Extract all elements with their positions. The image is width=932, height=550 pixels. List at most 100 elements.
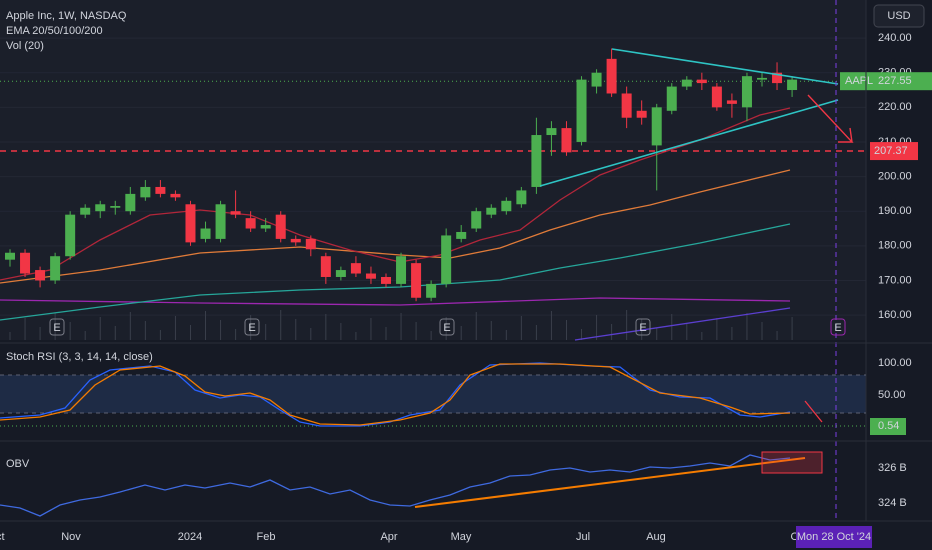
candle-body bbox=[245, 218, 256, 229]
y-tick-label: 240.00 bbox=[878, 32, 912, 44]
candle-body bbox=[260, 225, 271, 229]
ema-50 bbox=[0, 169, 791, 284]
earnings-label: E bbox=[53, 322, 60, 334]
x-tick-label: Feb bbox=[257, 531, 276, 543]
main-pane bbox=[0, 0, 866, 340]
x-tick-label: Jul bbox=[576, 531, 590, 543]
candle-body bbox=[215, 204, 226, 239]
candle-body bbox=[741, 76, 752, 108]
candle-body bbox=[365, 273, 376, 279]
indicator-legend: EMA 20/50/100/200 bbox=[6, 25, 103, 37]
y-tick-label: 200.00 bbox=[878, 170, 912, 182]
y-tick-label: 160.00 bbox=[878, 309, 912, 321]
currency-button[interactable] bbox=[873, 4, 925, 28]
candle-body bbox=[185, 204, 196, 243]
ema-200 bbox=[0, 297, 791, 306]
obv-line bbox=[0, 454, 791, 517]
ema-20 bbox=[0, 107, 791, 281]
candle-body bbox=[320, 256, 331, 277]
rsi-tick-label: 50.00 bbox=[878, 389, 906, 401]
y-tick-label: 220.00 bbox=[878, 101, 912, 113]
symbol-ticker: AAPL bbox=[845, 75, 873, 87]
candle-body bbox=[411, 263, 422, 298]
y-tick-label: 190.00 bbox=[878, 205, 912, 217]
y-tick-label: 180.00 bbox=[878, 240, 912, 252]
earnings-icon bbox=[635, 318, 651, 336]
symbol-title: Apple Inc, 1W, NASDAQ bbox=[6, 10, 127, 22]
candle-body bbox=[35, 270, 46, 281]
candle-body bbox=[531, 135, 542, 187]
candle-body bbox=[125, 193, 136, 212]
candle-body bbox=[546, 128, 557, 136]
rsi-badge bbox=[870, 418, 906, 435]
x-tick-label: Nov bbox=[61, 531, 81, 543]
earnings-label: E bbox=[639, 322, 646, 334]
rsi-band bbox=[0, 375, 866, 413]
candle-body bbox=[426, 283, 437, 298]
earnings-label: E bbox=[443, 322, 450, 334]
obv-tick-label: 324 B bbox=[878, 497, 907, 509]
date-badge-label: Mon 28 Oct '24 bbox=[797, 531, 871, 543]
candle-body bbox=[621, 93, 632, 118]
candle-body bbox=[110, 206, 121, 208]
obv-trendline bbox=[414, 457, 806, 508]
candle-body bbox=[396, 256, 407, 284]
candle-body bbox=[305, 238, 316, 250]
trendline-top bbox=[611, 48, 839, 85]
candle-body bbox=[441, 235, 452, 284]
candle-body bbox=[696, 79, 707, 84]
candle-body bbox=[606, 58, 617, 94]
candle-body bbox=[290, 238, 301, 243]
candle-body bbox=[711, 86, 722, 108]
symbol-price: 227.55 bbox=[878, 75, 912, 87]
candle-body bbox=[335, 270, 346, 277]
candle-body bbox=[651, 107, 662, 146]
candle-body bbox=[20, 252, 31, 274]
rsi-title: Stoch RSI (3, 3, 14, 14, close) bbox=[6, 351, 153, 363]
candle-body bbox=[787, 79, 798, 91]
level-label: 207.37 bbox=[874, 145, 908, 157]
trendline-bottom bbox=[539, 99, 839, 187]
currency-label: USD bbox=[887, 10, 910, 22]
purple-trend bbox=[574, 307, 791, 341]
candle-body bbox=[155, 186, 166, 194]
candle-body bbox=[591, 72, 602, 87]
earnings-label: E bbox=[248, 322, 255, 334]
candle-body bbox=[65, 214, 76, 257]
candle-body bbox=[50, 256, 61, 281]
x-tick-label: Oct bbox=[0, 531, 5, 543]
candle-body bbox=[230, 211, 241, 215]
candle-body bbox=[636, 110, 647, 118]
earnings-icon bbox=[244, 318, 260, 336]
level-badge bbox=[870, 142, 918, 161]
candle-body bbox=[5, 252, 15, 260]
x-tick-label: Aug bbox=[646, 531, 666, 543]
obv-tick-label: 326 B bbox=[878, 462, 907, 474]
candle-body bbox=[471, 211, 482, 229]
y-tick-label: 170.00 bbox=[878, 274, 912, 286]
candle-body bbox=[576, 79, 587, 142]
earnings-icon bbox=[49, 318, 65, 336]
candle-body bbox=[486, 207, 497, 215]
candle-body bbox=[561, 128, 572, 153]
candle-body bbox=[726, 100, 737, 104]
candle-body bbox=[95, 204, 106, 212]
x-tick-label: 2024 bbox=[178, 531, 202, 543]
candle-body bbox=[200, 228, 211, 239]
x-tick-label: May bbox=[451, 531, 472, 543]
volume-legend: Vol (20) bbox=[6, 40, 44, 52]
rsi-tick-label: 100.00 bbox=[878, 357, 912, 369]
earnings-icon bbox=[439, 318, 455, 336]
stoch-d bbox=[0, 363, 791, 426]
candle-body bbox=[381, 276, 391, 284]
obv-title: OBV bbox=[6, 458, 30, 470]
candle-body bbox=[140, 186, 151, 198]
candle-body bbox=[681, 79, 692, 87]
obv-highlight bbox=[761, 451, 823, 474]
x-tick-label: Apr bbox=[380, 531, 397, 543]
candle-body bbox=[666, 86, 677, 111]
earnings-icon bbox=[830, 318, 846, 336]
candle-body bbox=[772, 72, 783, 84]
